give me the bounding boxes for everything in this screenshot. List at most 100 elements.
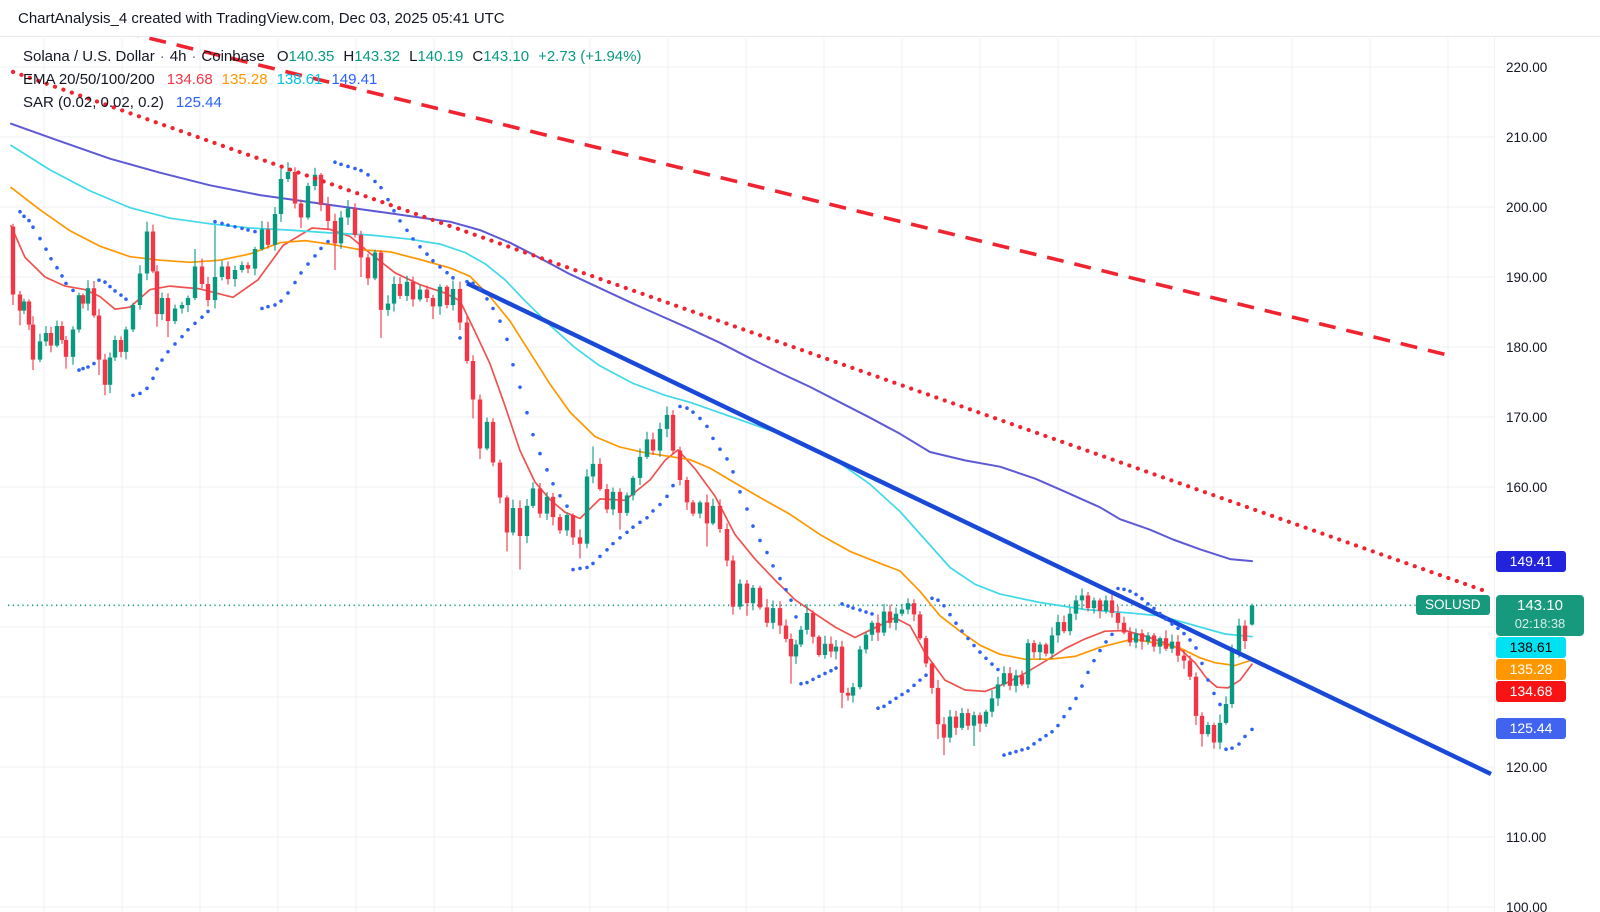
close-letter: C [472,48,484,65]
candle-up [54,326,60,346]
sar-dot [1008,751,1012,756]
candle-down [690,502,696,514]
candle-up [905,603,911,610]
price-label-143.10: 143.10 02:18:38 [1496,594,1584,636]
candle-down [490,421,496,463]
candle-up [989,698,995,712]
candle-down [457,288,463,323]
candle-up [1217,722,1223,743]
candle-down [887,611,893,623]
candle-down [537,488,543,514]
price-label-138.61: 138.61 [1496,636,1566,658]
sar-dot [138,391,142,396]
sar-dot [1230,746,1234,750]
sar-dot [333,160,337,164]
sar-dot [840,602,844,606]
sar-dot [1194,646,1198,650]
candle-up [112,340,118,358]
timeframe[interactable]: 4h [169,48,187,65]
candle-down [977,715,983,724]
sar-dot [119,293,123,297]
candle-up [1157,638,1163,647]
sar-dot [551,481,555,486]
candle-up [21,301,27,311]
candle-down [80,295,86,304]
candle-up [417,289,423,300]
candle-down [205,284,211,301]
legend-sar-row[interactable]: SAR (0.02, 0.02, 0.2) 125.44 [23,91,641,114]
candle-down [617,491,623,513]
candle-down [845,692,851,696]
high-value: 143.32 [354,48,401,65]
sar-dot [418,245,422,249]
candle-down [504,497,510,533]
bar-countdown: 02:18:38 [1514,615,1566,631]
candle-up [219,266,225,277]
trendline-dashed[interactable] [94,23,1456,359]
low-value: 140.19 [417,48,464,65]
legend-ema-row[interactable]: EMA 20/50/100/200 134.68 135.28 138.61 149.4… [23,68,641,91]
sar-dot [1146,602,1150,606]
sar-dot [431,258,435,263]
sar-dot [605,548,609,552]
trendline-solid[interactable] [466,281,1492,776]
candle-up [710,505,716,524]
candle-up [305,186,311,218]
sar-dot [745,507,749,511]
candle-down [1007,673,1013,686]
candle-up [278,179,284,214]
sar-dot [725,457,729,461]
candle-down [1163,638,1169,649]
candle-down [1031,643,1037,653]
sar-dot [313,254,317,258]
sar-dot [978,650,982,654]
sar-dot [86,365,90,369]
sar-dot [558,494,562,498]
sar-dot [266,304,270,309]
sar-dot [206,309,210,314]
sar-dot [392,208,396,213]
candle-down [477,399,483,449]
sar-dot [465,279,469,284]
sar-dot [678,404,682,409]
candle-up [1091,600,1097,609]
axis-tick-200.00: 200.00 [1506,200,1548,215]
sar-dot [658,502,662,507]
sar-dot [306,262,310,266]
candle-up [804,613,810,630]
sar-dot [299,271,303,275]
sar-dot [990,662,994,666]
candle-down [717,505,723,529]
sar-dot [789,598,793,602]
sar-dot [445,270,449,275]
candle-up [1145,635,1151,642]
candle-down [1115,613,1121,623]
candle-up [123,329,129,352]
symbol-name[interactable]: Solana / U.S. Dollar [23,48,155,65]
trendline-dotted[interactable] [10,69,1485,593]
candle-down [670,414,676,451]
candle-up [644,439,650,457]
sar-dot [685,406,689,410]
sar-dot [359,168,363,173]
candle-up [285,172,291,179]
sar-dot [631,525,635,529]
exchange-name[interactable]: Coinbase [201,48,265,65]
candle-down [1121,622,1127,633]
sar-dot [671,483,675,488]
sar-dot [691,410,695,414]
price-axis[interactable]: 220.00 210.00 200.00 190.00 180.00 170.00 160.… [1494,0,1600,912]
sar-dot [698,416,702,421]
sar-dot [505,337,509,342]
candle-up [37,341,43,360]
candle-down [929,663,935,688]
legend-symbol-row[interactable]: Solana / U.S. Dollar · 4h · Coinbase O140.35 H… [23,45,641,68]
candle-down [757,587,763,608]
sar-dot [984,656,988,661]
candle-up [1229,651,1235,704]
sar-dot [92,361,96,366]
candle-up [869,622,875,635]
sar-dot [81,366,85,371]
sar-dot [545,468,549,472]
